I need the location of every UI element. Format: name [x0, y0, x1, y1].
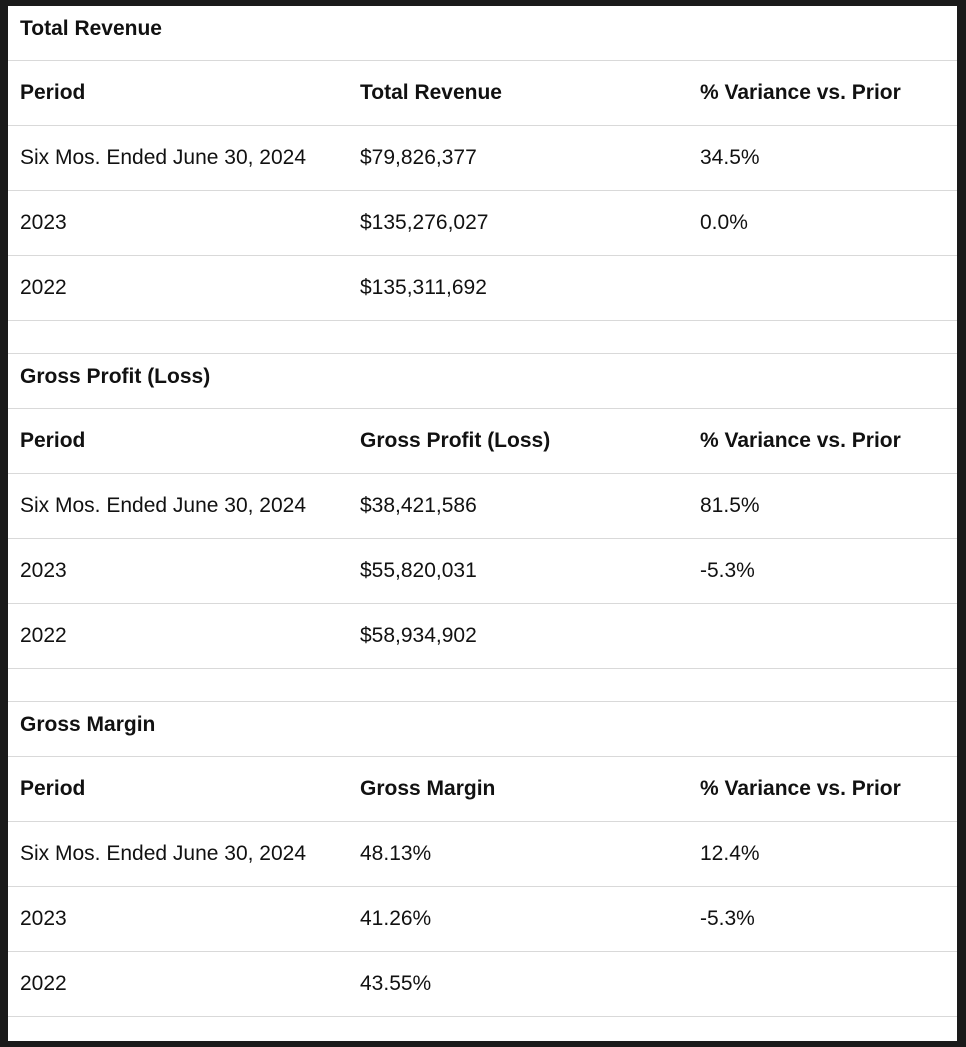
value-cell: $58,934,902 [360, 624, 477, 647]
table-header-row: Period Total Revenue % Variance vs. Prio… [8, 61, 957, 126]
value-cell: $38,421,586 [360, 494, 477, 517]
value-cell: 41.26% [360, 907, 432, 930]
section-title-row: Gross Profit (Loss) [8, 354, 957, 409]
period-cell: 2023 [20, 907, 67, 930]
column-header-value: Gross Margin [360, 777, 496, 800]
variance-cell: -5.3% [700, 907, 755, 930]
table-row: 2022 $135,311,692 [8, 256, 957, 321]
period-cell: 2022 [20, 276, 67, 299]
section-title-row: Total Revenue [8, 6, 957, 61]
table-header-row: Period Gross Profit (Loss) % Variance vs… [8, 409, 957, 474]
period-cell: 2023 [20, 559, 67, 582]
table-row: 2022 43.55% [8, 952, 957, 1017]
period-cell: 2022 [20, 972, 67, 995]
value-cell: $55,820,031 [360, 559, 477, 582]
column-header-value: Total Revenue [360, 81, 502, 104]
column-header-variance: % Variance vs. Prior [700, 777, 901, 800]
variance-cell: 0.0% [700, 211, 748, 234]
column-header-variance: % Variance vs. Prior [700, 429, 901, 452]
section-title: Gross Margin [20, 713, 156, 736]
table-header-row: Period Gross Margin % Variance vs. Prior [8, 757, 957, 822]
variance-cell: 12.4% [700, 842, 760, 865]
section-title: Gross Profit (Loss) [20, 365, 211, 388]
period-cell: 2023 [20, 211, 67, 234]
table-row: 2023 41.26% -5.3% [8, 887, 957, 952]
section-divider [8, 669, 957, 702]
gross-profit-section: Gross Profit (Loss) Period Gross Profit … [8, 354, 957, 702]
period-cell: Six Mos. Ended June 30, 2024 [20, 494, 307, 517]
report-document: Total Revenue Period Total Revenue % Var… [8, 6, 957, 1041]
table-row: Six Mos. Ended June 30, 2024 $79,826,377… [8, 126, 957, 191]
table-row: 2022 $58,934,902 [8, 604, 957, 669]
period-cell: Six Mos. Ended June 30, 2024 [20, 842, 307, 865]
table-row: Six Mos. Ended June 30, 2024 48.13% 12.4… [8, 822, 957, 887]
column-header-period: Period [20, 777, 86, 800]
column-header-period: Period [20, 429, 86, 452]
value-cell: 48.13% [360, 842, 432, 865]
variance-cell: 81.5% [700, 494, 760, 517]
variance-cell: -5.3% [700, 559, 755, 582]
total-revenue-section: Total Revenue Period Total Revenue % Var… [8, 6, 957, 354]
column-header-value: Gross Profit (Loss) [360, 429, 551, 452]
table-row: 2023 $135,276,027 0.0% [8, 191, 957, 256]
value-cell: $135,311,692 [360, 276, 487, 299]
gross-margin-section: Gross Margin Period Gross Margin % Varia… [8, 702, 957, 1017]
column-header-variance: % Variance vs. Prior [700, 81, 901, 104]
value-cell: $135,276,027 [360, 211, 489, 234]
table-row: 2023 $55,820,031 -5.3% [8, 539, 957, 604]
section-title-row: Gross Margin [8, 702, 957, 757]
column-header-period: Period [20, 81, 86, 104]
section-title: Total Revenue [20, 17, 162, 40]
period-cell: 2022 [20, 624, 67, 647]
value-cell: $79,826,377 [360, 146, 477, 169]
value-cell: 43.55% [360, 972, 432, 995]
period-cell: Six Mos. Ended June 30, 2024 [20, 146, 307, 169]
variance-cell: 34.5% [700, 146, 760, 169]
table-row: Six Mos. Ended June 30, 2024 $38,421,586… [8, 474, 957, 539]
section-divider [8, 321, 957, 354]
